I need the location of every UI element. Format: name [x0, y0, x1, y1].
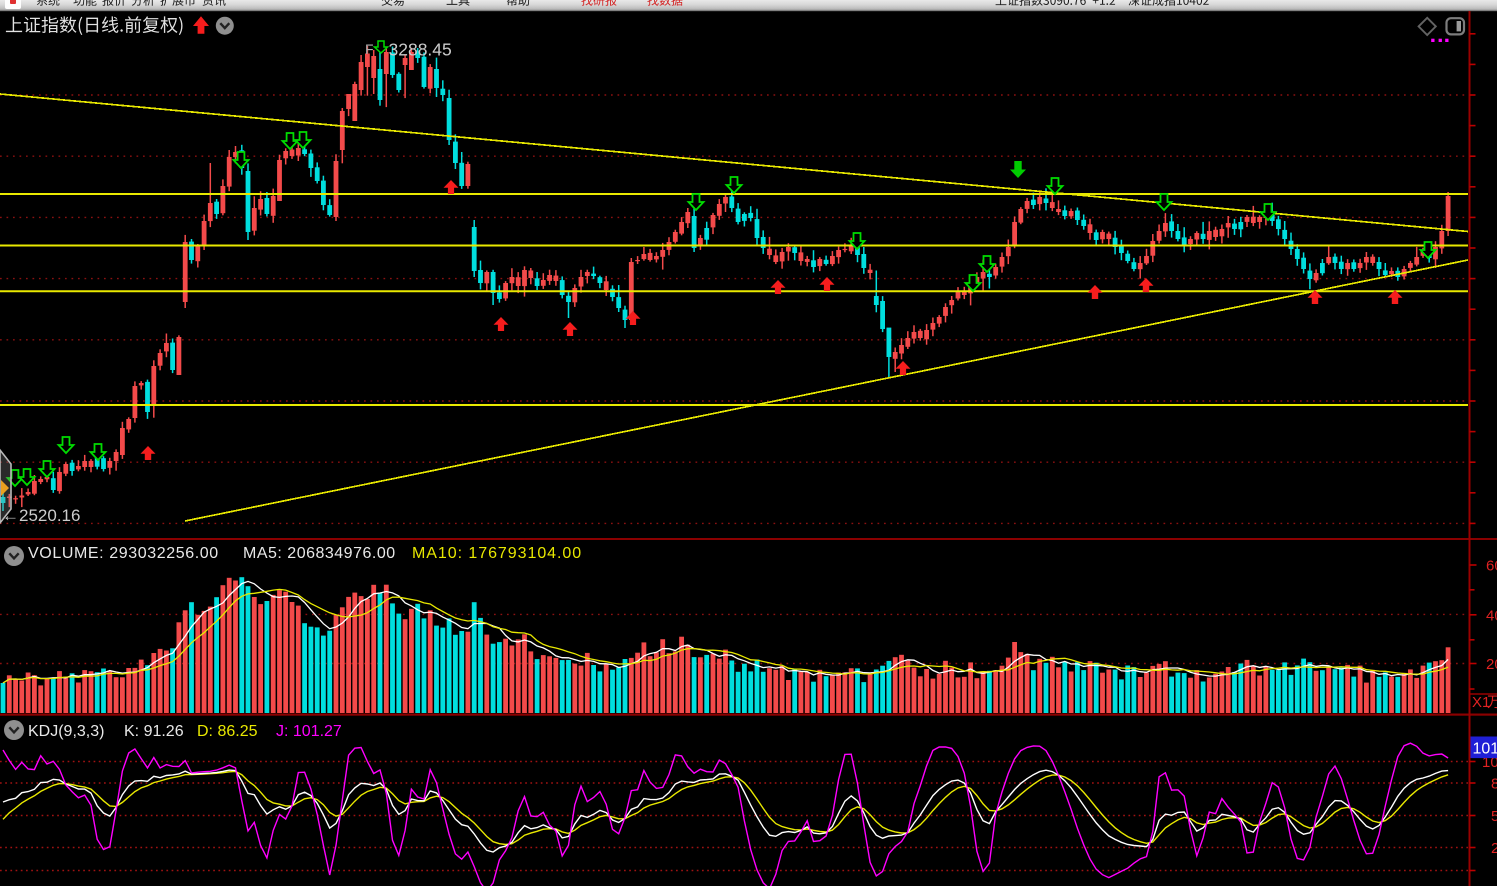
svg-text:D: 86.25: D: 86.25: [197, 723, 258, 740]
svg-text:K: 91.26: K: 91.26: [124, 723, 184, 740]
svg-text:MA5: 206834976.00: MA5: 206834976.00: [243, 545, 396, 562]
svg-text:←2520.16: ←2520.16: [2, 506, 80, 525]
svg-text:MA10: 176793104.00: MA10: 176793104.00: [412, 545, 582, 562]
svg-text:101: 101: [1473, 741, 1497, 758]
svg-text:3288.45: 3288.45: [389, 40, 452, 60]
svg-text:F: F: [365, 41, 374, 57]
svg-text:X1: X1: [1472, 694, 1490, 711]
svg-text:20: 20: [1486, 656, 1497, 673]
svg-text:20: 20: [1491, 840, 1497, 857]
svg-text:J: 101.27: J: 101.27: [276, 723, 342, 740]
svg-text:KDJ(9,3,3): KDJ(9,3,3): [28, 723, 104, 740]
svg-text:50: 50: [1491, 808, 1497, 825]
svg-text:100: 100: [1482, 754, 1497, 771]
svg-text:60: 60: [1486, 558, 1497, 575]
svg-text:VOLUME: 293032256.00: VOLUME: 293032256.00: [28, 545, 219, 562]
svg-text:80: 80: [1491, 776, 1497, 793]
svg-text:40: 40: [1486, 607, 1497, 624]
